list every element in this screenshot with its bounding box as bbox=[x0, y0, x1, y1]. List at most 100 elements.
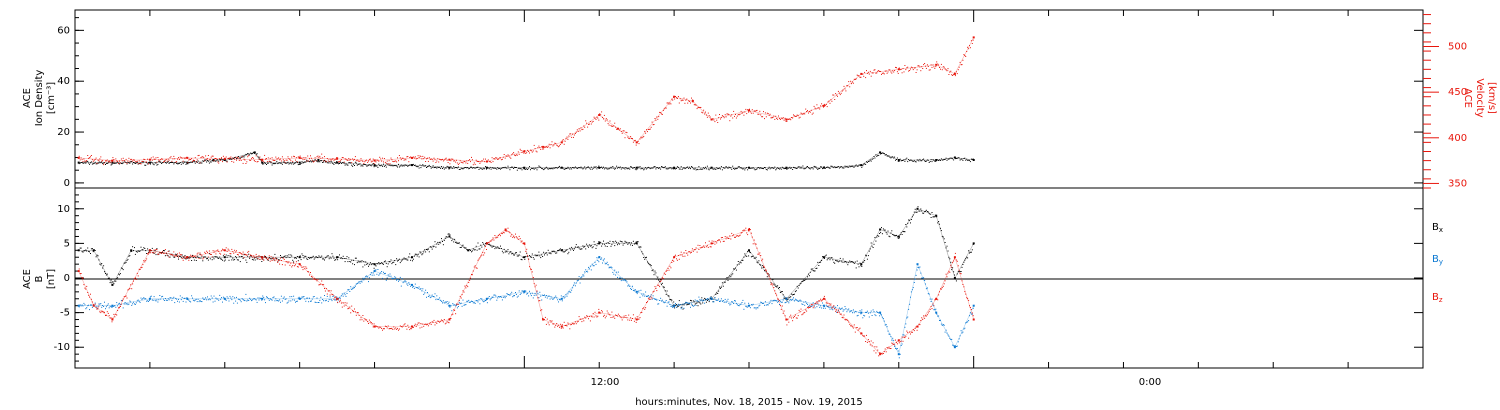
scatter-point bbox=[396, 279, 398, 281]
scatter-point bbox=[96, 254, 98, 256]
scatter-point bbox=[132, 246, 134, 248]
scatter-point bbox=[837, 261, 839, 263]
scatter-point bbox=[164, 255, 166, 257]
scatter-point bbox=[508, 167, 510, 169]
scatter-point bbox=[277, 300, 279, 302]
scatter-point bbox=[831, 100, 833, 102]
scatter-point bbox=[585, 120, 587, 122]
scatter-point bbox=[961, 332, 963, 334]
scatter-point bbox=[431, 321, 433, 323]
scatter-point bbox=[422, 253, 424, 255]
scatter-point bbox=[580, 166, 582, 168]
scatter-point bbox=[81, 304, 83, 306]
scatter-point bbox=[306, 267, 308, 269]
scatter-point bbox=[878, 235, 880, 237]
scatter-point bbox=[281, 257, 283, 259]
scatter-point bbox=[322, 284, 324, 286]
scatter-point bbox=[843, 309, 845, 311]
scatter-point bbox=[489, 299, 491, 301]
scatter-point bbox=[391, 164, 393, 166]
scatter-point bbox=[440, 320, 442, 322]
scatter-point bbox=[683, 307, 685, 309]
scatter-point bbox=[727, 113, 729, 115]
scatter-point bbox=[526, 248, 528, 250]
scatter-point bbox=[589, 245, 591, 247]
scatter-point bbox=[677, 96, 679, 97]
scatter-point bbox=[686, 98, 688, 100]
scatter-point bbox=[544, 168, 545, 170]
scatter-point bbox=[635, 169, 637, 171]
scatter-point bbox=[498, 235, 500, 236]
scatter-point bbox=[818, 107, 820, 109]
scatter-point bbox=[164, 161, 166, 163]
scatter-point bbox=[865, 341, 867, 342]
scatter-point bbox=[874, 237, 876, 239]
scatter-point bbox=[395, 165, 397, 167]
scatter-point bbox=[242, 299, 244, 300]
scatter-point bbox=[677, 255, 679, 256]
scatter-point bbox=[940, 323, 942, 325]
scatter-point bbox=[286, 159, 288, 161]
scatter-point bbox=[151, 159, 153, 161]
scatter-point bbox=[814, 303, 816, 305]
scatter-point bbox=[443, 159, 445, 161]
scatter-point bbox=[617, 271, 619, 273]
scatter-point bbox=[931, 212, 933, 213]
scatter-point bbox=[154, 299, 156, 301]
scatter-point bbox=[254, 259, 256, 261]
scatter-point bbox=[285, 257, 287, 259]
scatter-point bbox=[79, 304, 81, 306]
scatter-point bbox=[93, 249, 95, 251]
scatter-point bbox=[629, 319, 631, 321]
scatter-point bbox=[706, 165, 708, 167]
scatter-point bbox=[164, 249, 166, 251]
scatter-point bbox=[401, 259, 403, 261]
scatter-point bbox=[292, 160, 294, 162]
scatter-point bbox=[531, 292, 533, 294]
scatter-point bbox=[462, 168, 464, 170]
scatter-point bbox=[608, 168, 610, 170]
scatter-point bbox=[493, 239, 495, 241]
scatter-point bbox=[762, 303, 764, 304]
scatter-point bbox=[213, 251, 215, 253]
scatter-point bbox=[612, 166, 614, 167]
scatter-point bbox=[495, 246, 497, 248]
scatter-point bbox=[295, 161, 297, 163]
scatter-point bbox=[702, 302, 704, 304]
scatter-point bbox=[200, 257, 202, 259]
scatter-point bbox=[972, 39, 974, 41]
scatter-point bbox=[451, 314, 453, 316]
scatter-point bbox=[164, 159, 166, 161]
scatter-point bbox=[389, 163, 391, 165]
scatter-point bbox=[554, 251, 556, 253]
scatter-point bbox=[396, 165, 398, 167]
scatter-point bbox=[724, 298, 726, 300]
scatter-point bbox=[302, 255, 304, 256]
scatter-point bbox=[916, 69, 918, 71]
scatter-point bbox=[557, 299, 559, 301]
scatter-point bbox=[294, 156, 295, 158]
scatter-point bbox=[205, 159, 207, 161]
scatter-point bbox=[827, 101, 829, 103]
scatter-point bbox=[663, 108, 665, 110]
scatter-point bbox=[887, 230, 889, 232]
scatter-point bbox=[789, 316, 791, 318]
scatter-point bbox=[275, 298, 277, 300]
scatter-point bbox=[826, 259, 828, 261]
scatter-point bbox=[874, 69, 876, 71]
scatter-point bbox=[686, 302, 688, 303]
scatter-point bbox=[315, 279, 317, 281]
scatter-point bbox=[215, 160, 217, 162]
scatter-point bbox=[611, 267, 613, 269]
scatter-point bbox=[106, 311, 108, 313]
scatter-point bbox=[163, 252, 164, 254]
scatter-point bbox=[573, 167, 575, 169]
scatter-point bbox=[759, 168, 761, 170]
scatter-point bbox=[488, 161, 490, 163]
scatter-point bbox=[113, 313, 115, 315]
scatter-point bbox=[502, 167, 504, 169]
scatter-point bbox=[354, 311, 356, 313]
scatter-point bbox=[738, 235, 740, 237]
scatter-point bbox=[512, 296, 514, 298]
scatter-point bbox=[866, 258, 868, 260]
